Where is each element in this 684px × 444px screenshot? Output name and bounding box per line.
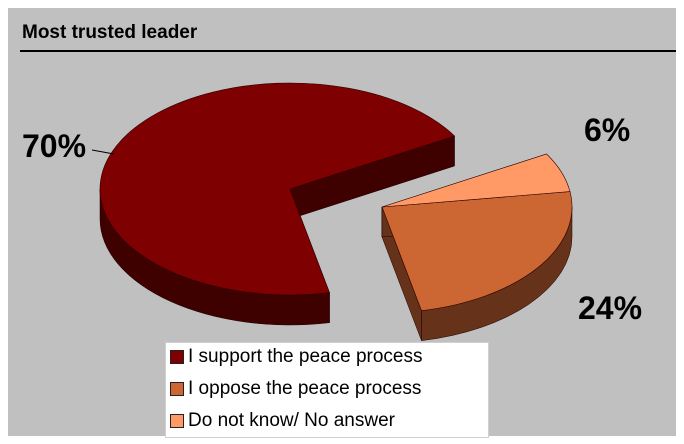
legend-item-dont-know: Do not know/ No answer	[170, 409, 395, 433]
data-label-oppose: 24%	[578, 290, 642, 327]
legend-swatch	[170, 350, 184, 364]
legend-item-oppose: I oppose the peace process	[170, 377, 421, 401]
legend: I support the peace process I oppose the…	[165, 342, 489, 438]
legend-swatch	[170, 382, 184, 396]
leader-line	[92, 150, 114, 154]
legend-swatch	[170, 414, 184, 428]
data-label-support: 70%	[22, 128, 86, 165]
legend-label: I oppose the peace process	[188, 378, 421, 400]
legend-label: Do not know/ No answer	[188, 410, 395, 432]
legend-item-support: I support the peace process	[170, 345, 422, 369]
legend-label: I support the peace process	[188, 346, 422, 368]
data-label-dont-know: 6%	[584, 112, 630, 149]
